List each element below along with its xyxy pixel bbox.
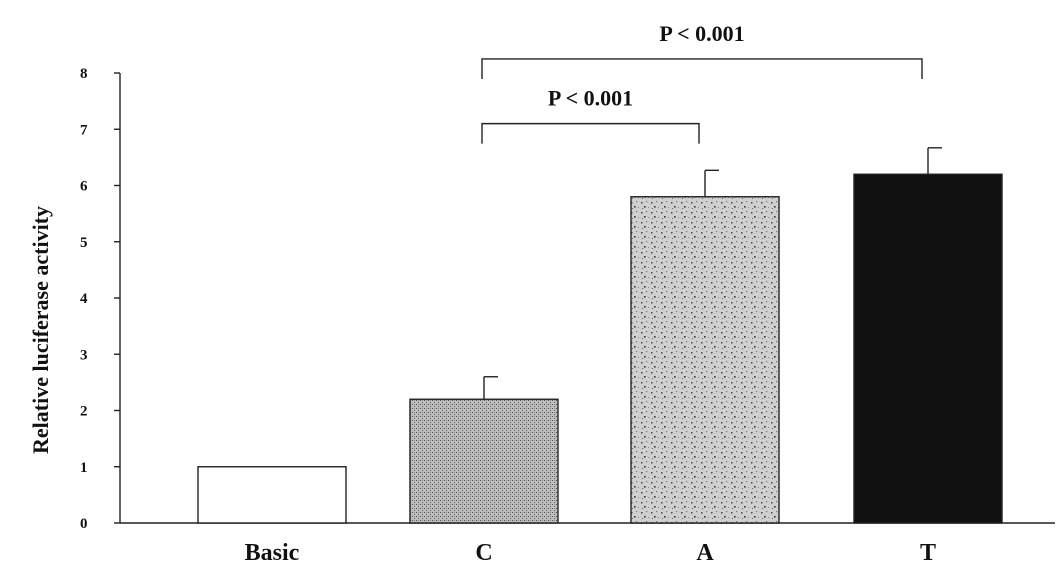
category-label-t: T xyxy=(920,540,936,566)
bar-c xyxy=(409,398,559,524)
category-label-a: A xyxy=(696,540,714,566)
y-tick-label: 8 xyxy=(80,66,88,82)
significance-bracket xyxy=(481,122,700,144)
p-value-label: P < 0.001 xyxy=(548,86,633,111)
significance-annotations: P < 0.001 P < 0.001 xyxy=(481,21,923,144)
y-tick-label: 0 xyxy=(80,516,88,532)
bar-basic xyxy=(197,466,347,524)
y-tick-label: 6 xyxy=(80,179,88,195)
y-tick-label: 2 xyxy=(80,404,88,420)
error-bars xyxy=(483,147,942,400)
p-value-label: P < 0.001 xyxy=(659,21,744,46)
significance-bracket xyxy=(481,58,923,79)
y-axis: 0 1 2 3 4 5 6 7 8 xyxy=(80,66,121,532)
bar-t xyxy=(853,173,1003,524)
y-tick-label: 4 xyxy=(80,291,88,307)
bar-a xyxy=(630,196,780,524)
category-labels: Basic C A T xyxy=(245,540,936,566)
y-tick-label: 3 xyxy=(80,347,88,363)
bars xyxy=(197,173,1003,524)
y-axis-label: Relative luciferase activity xyxy=(28,206,53,454)
y-tick-label: 1 xyxy=(80,460,88,476)
y-tick-label: 5 xyxy=(80,235,88,251)
category-label-basic: Basic xyxy=(245,540,300,566)
category-label-c: C xyxy=(475,540,492,566)
y-tick-label: 7 xyxy=(80,122,88,138)
y-ticks: 0 1 2 3 4 5 6 7 8 xyxy=(80,66,120,532)
